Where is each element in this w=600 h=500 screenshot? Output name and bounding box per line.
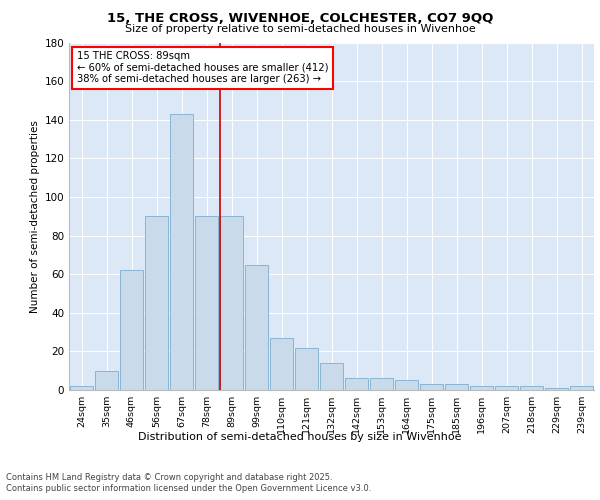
Bar bbox=[245, 264, 268, 390]
Bar bbox=[445, 384, 469, 390]
Bar bbox=[320, 363, 343, 390]
Bar bbox=[145, 216, 169, 390]
Bar bbox=[520, 386, 544, 390]
Bar bbox=[419, 384, 443, 390]
Bar bbox=[395, 380, 418, 390]
Text: Distribution of semi-detached houses by size in Wivenhoe: Distribution of semi-detached houses by … bbox=[138, 432, 462, 442]
Text: Size of property relative to semi-detached houses in Wivenhoe: Size of property relative to semi-detach… bbox=[125, 24, 475, 34]
Y-axis label: Number of semi-detached properties: Number of semi-detached properties bbox=[30, 120, 40, 312]
Bar bbox=[170, 114, 193, 390]
Bar bbox=[545, 388, 568, 390]
Bar bbox=[95, 370, 118, 390]
Text: Contains HM Land Registry data © Crown copyright and database right 2025.: Contains HM Land Registry data © Crown c… bbox=[6, 472, 332, 482]
Bar bbox=[70, 386, 94, 390]
Text: Contains public sector information licensed under the Open Government Licence v3: Contains public sector information licen… bbox=[6, 484, 371, 493]
Text: 15, THE CROSS, WIVENHOE, COLCHESTER, CO7 9QQ: 15, THE CROSS, WIVENHOE, COLCHESTER, CO7… bbox=[107, 12, 493, 26]
Bar bbox=[194, 216, 218, 390]
Bar bbox=[494, 386, 518, 390]
Bar bbox=[119, 270, 143, 390]
Bar bbox=[569, 386, 593, 390]
Bar bbox=[370, 378, 394, 390]
Bar bbox=[470, 386, 493, 390]
Text: 15 THE CROSS: 89sqm
← 60% of semi-detached houses are smaller (412)
38% of semi-: 15 THE CROSS: 89sqm ← 60% of semi-detach… bbox=[77, 51, 328, 84]
Bar bbox=[344, 378, 368, 390]
Bar bbox=[295, 348, 319, 390]
Bar bbox=[269, 338, 293, 390]
Bar bbox=[220, 216, 244, 390]
